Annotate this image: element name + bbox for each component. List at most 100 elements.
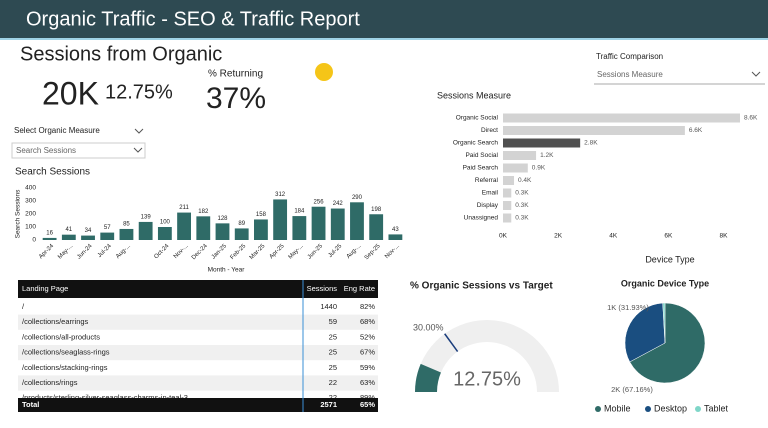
data-label: 85 xyxy=(123,222,130,228)
row-band xyxy=(18,375,378,391)
table-cell: 59% xyxy=(360,363,375,372)
x-tick-label: Jun-25 xyxy=(307,243,325,261)
gauge-target xyxy=(444,333,459,352)
legend-label: Mobile xyxy=(604,403,631,413)
slicer-value[interactable]: Search Sessions xyxy=(16,146,76,155)
bar xyxy=(503,188,512,198)
chevron[interactable] xyxy=(751,71,761,77)
table-cell: 67% xyxy=(360,348,375,357)
table-cell: 22 xyxy=(329,393,337,402)
x-tick-label: Nov-... xyxy=(384,243,401,260)
x-tick-label: Jul-25 xyxy=(327,243,343,259)
data-label: 16 xyxy=(46,230,53,236)
table-total-bg xyxy=(18,398,378,412)
bar xyxy=(273,199,288,240)
x-tick-label: Oct-24 xyxy=(153,243,170,260)
table-cell: 25 xyxy=(329,348,337,357)
slicer-value[interactable]: Sessions Measure xyxy=(597,70,663,79)
data-label: 0.3K xyxy=(515,190,529,197)
table-body: / 1440 82% /collections/earrings 59 68% /colle… xyxy=(18,302,378,402)
y-axis-title: Search Sessions xyxy=(15,189,22,239)
header-bar xyxy=(0,0,768,38)
gauge-value xyxy=(415,363,441,392)
table-cell: /collections/rings xyxy=(22,378,78,387)
table-cell: 63% xyxy=(360,378,375,387)
data-label: 0.9K xyxy=(532,165,546,172)
column-header[interactable]: Landing Page xyxy=(22,284,68,293)
table-cell: /products/sterling-silver-seaglass-charm… xyxy=(22,393,188,402)
row-band xyxy=(18,345,378,361)
y-tick-label: Unassigned xyxy=(464,215,499,222)
bar xyxy=(330,208,345,240)
bulb-icon[interactable] xyxy=(315,63,333,81)
x-tick-label: 8K xyxy=(719,233,728,240)
bar xyxy=(177,212,191,240)
x-tick-label: Dec-24 xyxy=(191,243,209,261)
chart-title: % Organic Sessions vs Target xyxy=(410,281,553,292)
data-label: 139 xyxy=(141,215,152,221)
data-label: 89 xyxy=(238,221,245,227)
legend-title: Device Type xyxy=(645,254,694,264)
data-label: 312 xyxy=(275,192,286,198)
y-tick-label: Display xyxy=(477,202,499,209)
bar xyxy=(388,234,403,240)
y-tick-label: Paid Search xyxy=(463,165,499,172)
y-tick-label: Organic Social xyxy=(456,115,499,122)
bar xyxy=(196,216,211,240)
table-cell: 68% xyxy=(360,317,375,326)
kpi-returning-label: % Returning xyxy=(208,69,263,80)
x-axis-title: Month - Year xyxy=(208,267,246,274)
data-label: 0.3K xyxy=(515,202,529,209)
data-label: 34 xyxy=(85,228,92,234)
table-cell: 22 xyxy=(329,378,337,387)
slicer-label: Traffic Comparison xyxy=(596,52,663,61)
bar xyxy=(503,113,740,123)
x-tick-label: Aug-... xyxy=(346,243,363,260)
table-cell: 25 xyxy=(329,363,337,372)
data-label: 128 xyxy=(217,216,228,222)
x-tick-label: Apr-24 xyxy=(38,243,55,260)
column-header[interactable]: Sessions xyxy=(307,284,338,293)
y-tick-label: 400 xyxy=(25,185,36,192)
x-tick-label: Jun-24 xyxy=(76,243,94,261)
bar xyxy=(254,219,268,240)
data-label: 242 xyxy=(333,201,344,207)
table-cell: /collections/stacking-rings xyxy=(22,363,108,372)
bar xyxy=(503,213,512,223)
table-cell: 89% xyxy=(360,393,375,402)
legend-label: Desktop xyxy=(654,403,687,413)
chevron[interactable] xyxy=(134,128,144,134)
bar xyxy=(503,126,685,135)
pie-slice xyxy=(624,302,666,363)
x-tick-label: Apr-25 xyxy=(269,243,286,260)
legend-label: Tablet xyxy=(704,403,729,413)
y-tick-label: 100 xyxy=(25,224,36,231)
x-tick-label: 0K xyxy=(499,233,508,240)
pie-slice xyxy=(662,302,666,344)
data-label: 2.8K xyxy=(584,140,598,147)
bar xyxy=(503,163,528,173)
bar xyxy=(61,234,76,240)
data-label: 2K (67.16%) xyxy=(611,385,653,394)
x-tick-label: 2K xyxy=(554,233,563,240)
bar xyxy=(119,228,134,240)
data-label: 41 xyxy=(65,227,72,233)
data-label: 198 xyxy=(371,207,382,213)
column-header[interactable]: Eng Rate xyxy=(344,284,375,293)
slicer-box[interactable] xyxy=(11,142,146,159)
data-label: 184 xyxy=(294,209,305,215)
x-tick-label: 4K xyxy=(609,233,618,240)
x-tick-label: 6K xyxy=(664,233,673,240)
bar xyxy=(100,232,115,240)
data-label: 43 xyxy=(392,227,399,233)
kpi-returning: 37% xyxy=(206,82,266,115)
bar xyxy=(311,206,326,240)
y-tick-label: Paid Social xyxy=(465,152,498,159)
chevron[interactable] xyxy=(133,147,143,153)
data-label: 6.6K xyxy=(689,127,703,134)
header-title: Organic Traffic - SEO & Traffic Report xyxy=(26,8,360,30)
table-cell: /collections/all-products xyxy=(22,332,100,341)
table-cell: 59 xyxy=(329,317,337,326)
bar xyxy=(503,176,515,185)
data-label: 1.2K xyxy=(540,152,554,159)
